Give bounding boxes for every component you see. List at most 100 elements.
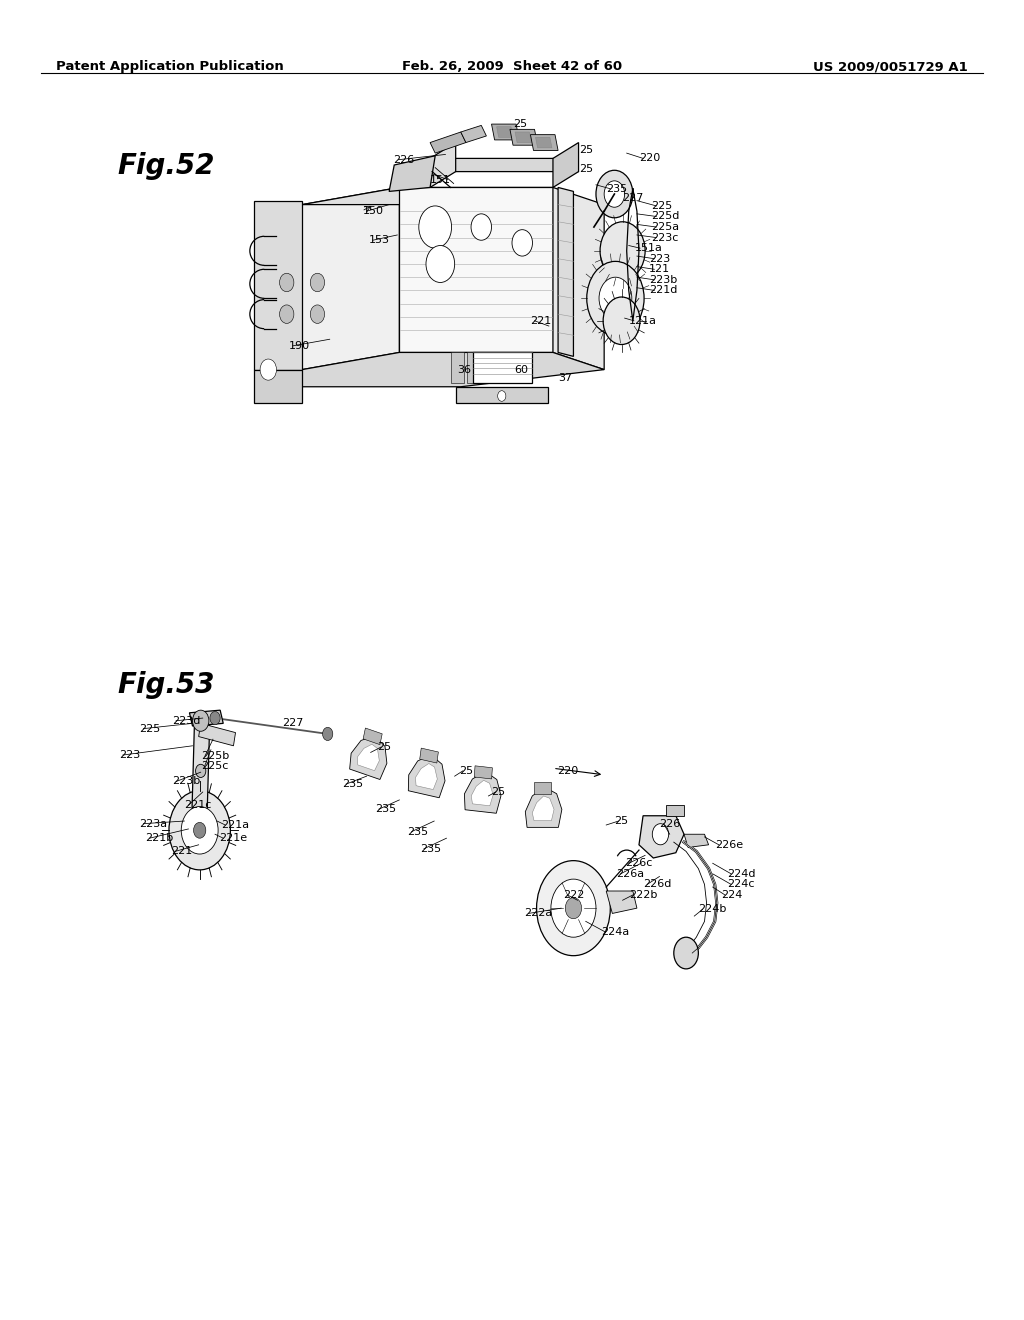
Text: 151a: 151a bbox=[635, 243, 663, 253]
Polygon shape bbox=[515, 132, 531, 143]
Text: 221: 221 bbox=[171, 846, 193, 857]
Text: 227: 227 bbox=[283, 718, 304, 729]
Circle shape bbox=[196, 764, 206, 777]
Polygon shape bbox=[553, 187, 604, 370]
Text: 25: 25 bbox=[580, 145, 594, 156]
Polygon shape bbox=[666, 805, 684, 816]
Text: 25: 25 bbox=[513, 119, 527, 129]
Text: 223: 223 bbox=[119, 750, 140, 760]
Polygon shape bbox=[553, 143, 579, 187]
Text: 226: 226 bbox=[659, 818, 681, 829]
Text: 226e: 226e bbox=[715, 840, 742, 850]
Polygon shape bbox=[492, 124, 519, 140]
Circle shape bbox=[587, 261, 644, 335]
Circle shape bbox=[169, 791, 230, 870]
Circle shape bbox=[471, 214, 492, 240]
Text: Feb. 26, 2009  Sheet 42 of 60: Feb. 26, 2009 Sheet 42 of 60 bbox=[402, 59, 622, 73]
Text: 25: 25 bbox=[377, 742, 391, 752]
Polygon shape bbox=[606, 891, 637, 913]
Text: 223b: 223b bbox=[172, 776, 201, 787]
Circle shape bbox=[565, 898, 582, 919]
Circle shape bbox=[600, 222, 645, 280]
Text: 222a: 222a bbox=[524, 908, 553, 919]
Text: 235: 235 bbox=[408, 826, 429, 837]
Circle shape bbox=[599, 277, 632, 319]
Text: 222b: 222b bbox=[629, 890, 657, 900]
Text: 121: 121 bbox=[649, 264, 671, 275]
Text: 223c: 223c bbox=[651, 232, 679, 243]
Text: 226d: 226d bbox=[643, 879, 672, 890]
Text: 221d: 221d bbox=[649, 285, 678, 296]
Text: Fig.53: Fig.53 bbox=[118, 671, 215, 698]
Text: 221a: 221a bbox=[221, 820, 249, 830]
Circle shape bbox=[537, 861, 610, 956]
Text: 121a: 121a bbox=[629, 315, 656, 326]
Text: 220: 220 bbox=[557, 766, 579, 776]
Text: 223b: 223b bbox=[649, 275, 678, 285]
Text: 224a: 224a bbox=[601, 927, 630, 937]
Circle shape bbox=[323, 727, 333, 741]
Polygon shape bbox=[420, 748, 438, 763]
Polygon shape bbox=[530, 135, 558, 150]
Text: 224d: 224d bbox=[727, 869, 756, 879]
Text: 225d: 225d bbox=[651, 211, 680, 222]
Text: 221b: 221b bbox=[145, 833, 174, 843]
Circle shape bbox=[596, 170, 633, 218]
Polygon shape bbox=[199, 723, 236, 746]
Circle shape bbox=[426, 246, 455, 282]
Circle shape bbox=[280, 305, 294, 323]
Polygon shape bbox=[389, 156, 435, 191]
Text: 151: 151 bbox=[430, 174, 452, 185]
Polygon shape bbox=[639, 816, 684, 858]
Text: 227: 227 bbox=[623, 193, 644, 203]
Text: 223d: 223d bbox=[172, 715, 201, 726]
Polygon shape bbox=[302, 187, 399, 370]
Polygon shape bbox=[467, 352, 480, 383]
Text: 25: 25 bbox=[580, 164, 594, 174]
Polygon shape bbox=[536, 137, 552, 148]
Polygon shape bbox=[409, 755, 445, 797]
Circle shape bbox=[674, 937, 698, 969]
Text: 223: 223 bbox=[649, 253, 671, 264]
Polygon shape bbox=[465, 771, 501, 813]
Text: 25: 25 bbox=[459, 766, 473, 776]
Polygon shape bbox=[416, 763, 437, 789]
Text: 37: 37 bbox=[558, 372, 572, 383]
Polygon shape bbox=[349, 735, 387, 780]
Text: 226c: 226c bbox=[625, 858, 652, 869]
Polygon shape bbox=[430, 132, 466, 153]
Polygon shape bbox=[516, 352, 529, 383]
Text: 190: 190 bbox=[289, 341, 310, 351]
Text: 224c: 224c bbox=[727, 879, 755, 890]
Polygon shape bbox=[471, 780, 494, 805]
Text: 235: 235 bbox=[420, 843, 441, 854]
Text: 224b: 224b bbox=[698, 904, 727, 915]
Circle shape bbox=[181, 807, 218, 854]
Text: 225: 225 bbox=[139, 723, 161, 734]
Text: 223a: 223a bbox=[139, 818, 167, 829]
Polygon shape bbox=[357, 744, 379, 771]
Polygon shape bbox=[451, 352, 464, 383]
Text: 235: 235 bbox=[375, 804, 396, 814]
Text: 224: 224 bbox=[721, 890, 742, 900]
Text: 235: 235 bbox=[606, 183, 628, 194]
Circle shape bbox=[260, 359, 276, 380]
Polygon shape bbox=[456, 387, 548, 403]
Text: 25: 25 bbox=[614, 816, 629, 826]
Text: 221: 221 bbox=[530, 315, 552, 326]
Polygon shape bbox=[500, 352, 513, 383]
Text: 220: 220 bbox=[639, 153, 660, 164]
Polygon shape bbox=[189, 710, 223, 726]
Circle shape bbox=[498, 391, 506, 401]
Text: 153: 153 bbox=[369, 235, 390, 246]
Circle shape bbox=[310, 305, 325, 323]
Text: 150: 150 bbox=[362, 206, 384, 216]
Polygon shape bbox=[474, 766, 493, 779]
Circle shape bbox=[210, 711, 220, 725]
Circle shape bbox=[512, 230, 532, 256]
Circle shape bbox=[604, 181, 625, 207]
Polygon shape bbox=[525, 787, 562, 828]
Polygon shape bbox=[302, 187, 553, 205]
Circle shape bbox=[419, 206, 452, 248]
Polygon shape bbox=[254, 201, 302, 370]
